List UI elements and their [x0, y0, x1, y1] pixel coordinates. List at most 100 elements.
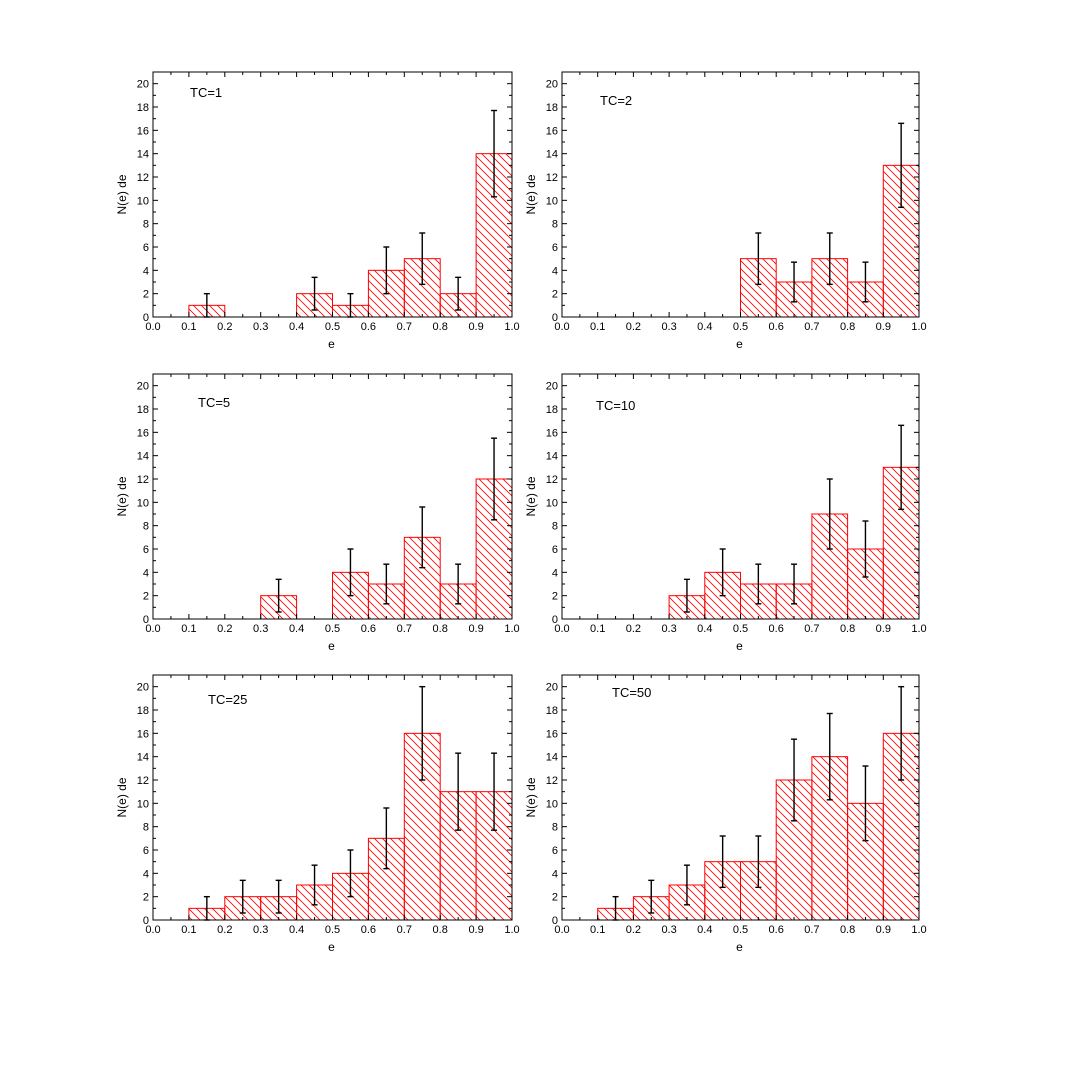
x-tick-label: 0.8 [433, 924, 448, 936]
y-tick-label: 8 [552, 219, 558, 231]
x-tick-label: 0.9 [876, 623, 891, 635]
x-tick-label: 1.0 [911, 321, 926, 333]
x-tick-label: 0.3 [661, 321, 676, 333]
y-tick-label: 2 [552, 591, 558, 603]
y-tick-label: 12 [546, 775, 558, 787]
y-tick-label: 14 [546, 752, 558, 764]
x-tick-label: 0.0 [145, 623, 160, 635]
x-tick-label: 1.0 [911, 623, 926, 635]
y-tick-label: 10 [546, 798, 558, 810]
y-tick-label: 0 [552, 312, 558, 324]
panel-label: TC=5 [198, 395, 230, 410]
x-tick-label: 0.2 [626, 924, 641, 936]
histogram-panel: 0.0 0.1 0.2 0.3 0.4 0.5 0.6 0.7 0.8 0.9 1.0 0 2 4 6 8 10… [524, 71, 927, 351]
y-tick-label: 20 [137, 79, 149, 91]
x-tick-label: 0.3 [661, 924, 676, 936]
error-bar [826, 232, 833, 286]
y-tick-label: 0 [143, 915, 149, 927]
y-tick-label: 18 [546, 705, 558, 717]
x-tick-label: 0.9 [468, 924, 483, 936]
x-tick-label: 0.6 [769, 623, 784, 635]
y-tick-label: 14 [137, 451, 149, 463]
x-tick-label: 0.1 [590, 924, 605, 936]
y-tick-label: 18 [546, 102, 558, 114]
x-tick-label: 1.0 [504, 321, 519, 333]
x-tick-label: 0.8 [840, 321, 855, 333]
x-tick-label: 0.8 [433, 623, 448, 635]
error-bar [347, 548, 354, 597]
x-tick-label: 0.0 [554, 924, 569, 936]
y-tick-label: 4 [552, 567, 558, 579]
y-axis-label: N(e) de [115, 777, 129, 817]
x-tick-label: 0.7 [397, 321, 412, 333]
x-tick-label: 0.9 [468, 321, 483, 333]
y-tick-label: 4 [143, 868, 149, 880]
x-tick-label: 0.6 [361, 321, 376, 333]
y-tick-label: 20 [137, 682, 149, 694]
y-tick-label: 4 [552, 868, 558, 880]
x-axis-label: e [328, 337, 335, 351]
y-tick-label: 6 [143, 242, 149, 254]
y-tick-label: 8 [143, 521, 149, 533]
y-tick-label: 6 [552, 242, 558, 254]
x-tick-label: 0.5 [325, 623, 340, 635]
x-tick-label: 0.7 [804, 623, 819, 635]
error-bar [383, 807, 390, 870]
error-bar [491, 109, 498, 198]
x-tick-label: 1.0 [911, 924, 926, 936]
histogram-panel: 0.0 0.1 0.2 0.3 0.4 0.5 0.6 0.7 0.8 0.9 1.0 0 2 4 6 8 10… [115, 373, 520, 653]
x-tick-label: 0.3 [253, 321, 268, 333]
y-tick-label: 12 [137, 474, 149, 486]
y-axis-label: N(e) de [524, 777, 538, 817]
y-tick-label: 4 [143, 265, 149, 277]
x-tick-label: 0.5 [733, 623, 748, 635]
x-tick-label: 0.3 [661, 623, 676, 635]
histogram-panel: 0.0 0.1 0.2 0.3 0.4 0.5 0.6 0.7 0.8 0.9 1.0 0 2 4 6 8 10… [115, 71, 520, 351]
y-tick-label: 10 [546, 497, 558, 509]
y-tick-label: 8 [552, 822, 558, 834]
error-bar [491, 437, 498, 521]
x-tick-label: 0.8 [840, 924, 855, 936]
x-tick-label: 0.7 [397, 623, 412, 635]
y-tick-label: 16 [137, 427, 149, 439]
x-tick-label: 0.7 [804, 321, 819, 333]
y-tick-label: 0 [552, 915, 558, 927]
error-bar [419, 232, 426, 286]
x-tick-label: 0.2 [217, 623, 232, 635]
y-tick-label: 10 [137, 195, 149, 207]
y-tick-label: 4 [143, 567, 149, 579]
error-bar [455, 563, 462, 605]
y-tick-label: 0 [552, 614, 558, 626]
y-tick-label: 0 [143, 614, 149, 626]
y-tick-label: 18 [546, 404, 558, 416]
error-bar [791, 563, 798, 605]
x-tick-label: 0.9 [876, 924, 891, 936]
x-tick-label: 0.8 [433, 321, 448, 333]
y-tick-label: 20 [546, 79, 558, 91]
y-tick-label: 10 [137, 798, 149, 810]
y-tick-label: 14 [137, 149, 149, 161]
x-tick-label: 0.1 [181, 623, 196, 635]
y-tick-label: 12 [546, 474, 558, 486]
error-bar [898, 685, 905, 781]
x-tick-label: 0.0 [554, 623, 569, 635]
error-bar [683, 578, 690, 613]
y-tick-label: 12 [137, 775, 149, 787]
error-bar [419, 685, 426, 781]
y-tick-label: 2 [552, 289, 558, 301]
y-tick-label: 2 [143, 892, 149, 904]
x-tick-label: 0.3 [253, 623, 268, 635]
error-bar [898, 424, 905, 511]
x-axis-label: e [736, 337, 743, 351]
x-tick-label: 0.5 [325, 924, 340, 936]
y-tick-label: 12 [546, 172, 558, 184]
error-bar [311, 864, 318, 906]
y-axis-label: N(e) de [115, 174, 129, 214]
error-bar [383, 246, 390, 295]
y-tick-label: 10 [546, 195, 558, 207]
x-tick-label: 0.2 [626, 321, 641, 333]
x-tick-label: 0.4 [289, 623, 304, 635]
x-tick-label: 0.2 [626, 623, 641, 635]
error-bar [826, 478, 833, 550]
panel-label: TC=10 [596, 398, 635, 413]
